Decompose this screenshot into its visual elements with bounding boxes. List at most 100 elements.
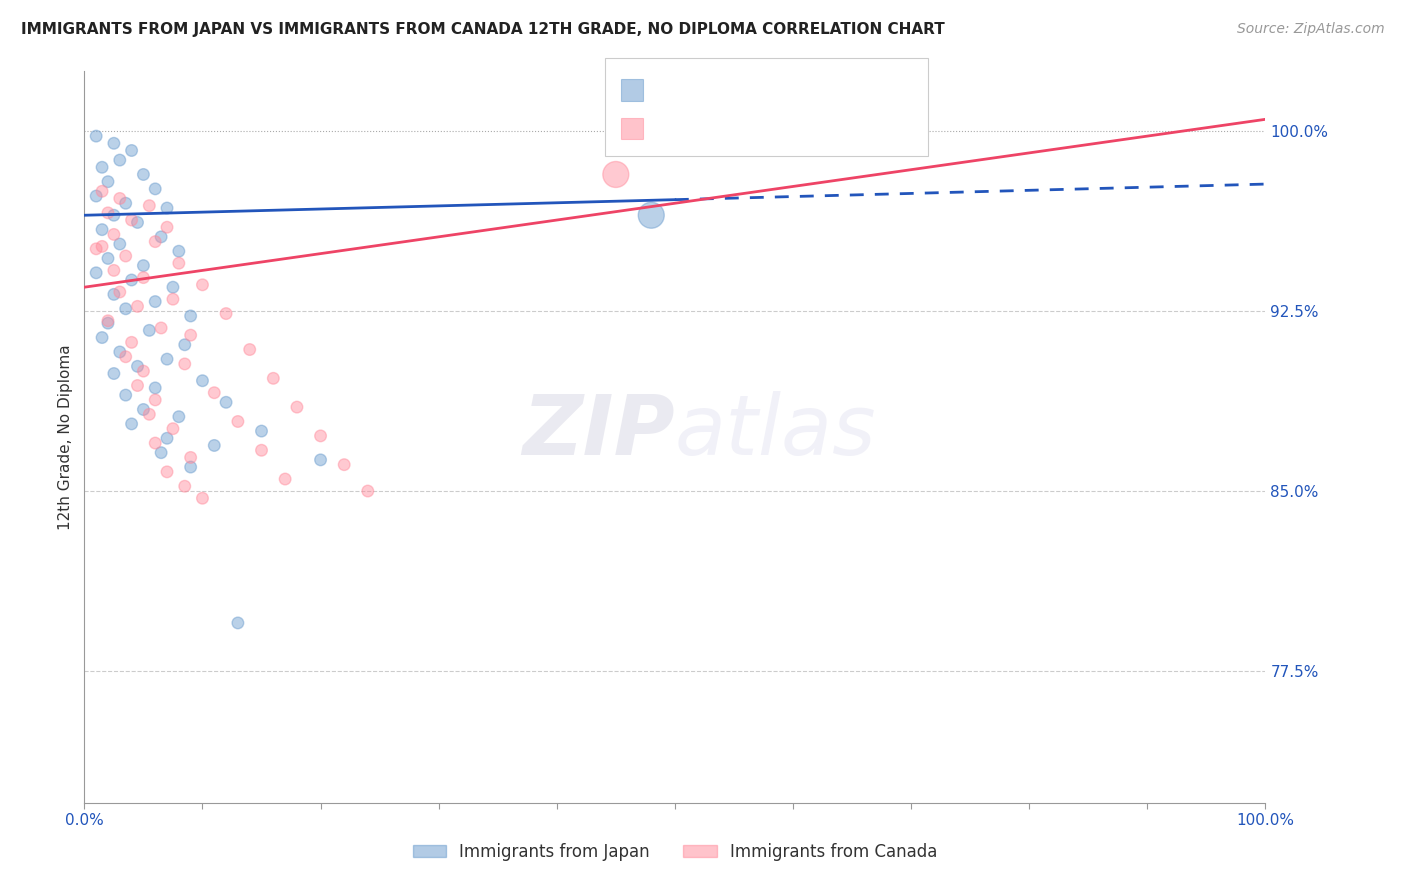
Point xyxy=(97,314,120,328)
Point xyxy=(150,445,173,459)
Point xyxy=(108,237,131,252)
Y-axis label: 12th Grade, No Diploma: 12th Grade, No Diploma xyxy=(58,344,73,530)
Point xyxy=(180,309,202,323)
Point xyxy=(138,407,160,421)
Point xyxy=(150,230,173,244)
Point xyxy=(114,388,136,402)
Point xyxy=(150,321,173,335)
Point xyxy=(180,328,202,343)
Point xyxy=(121,213,143,227)
Point xyxy=(262,371,284,385)
Point xyxy=(91,330,114,344)
Point xyxy=(91,239,114,253)
Point xyxy=(162,280,184,294)
Point xyxy=(309,453,332,467)
Point xyxy=(108,191,131,205)
Point xyxy=(357,483,380,498)
Text: 49: 49 xyxy=(814,78,838,96)
Point xyxy=(103,136,125,151)
Point xyxy=(156,431,179,445)
Point xyxy=(191,491,214,506)
Point xyxy=(202,438,225,452)
Point xyxy=(167,256,190,270)
Point xyxy=(127,299,149,313)
Point xyxy=(180,450,202,465)
Point xyxy=(215,395,238,409)
Point xyxy=(114,301,136,316)
Point xyxy=(108,153,131,167)
Point xyxy=(121,144,143,158)
Point xyxy=(191,374,214,388)
Point xyxy=(91,184,114,198)
Point xyxy=(143,235,166,249)
Point xyxy=(132,402,155,417)
Point xyxy=(250,424,273,438)
Point xyxy=(162,292,184,306)
Text: ZIP: ZIP xyxy=(522,391,675,472)
Point xyxy=(309,429,332,443)
Point xyxy=(167,409,190,424)
Point xyxy=(215,307,238,321)
Point xyxy=(108,345,131,359)
Text: atlas: atlas xyxy=(675,391,876,472)
Text: R =: R = xyxy=(654,116,685,134)
Point xyxy=(143,294,166,309)
Point xyxy=(143,381,166,395)
Point xyxy=(103,263,125,277)
Point xyxy=(173,337,195,351)
Point xyxy=(202,385,225,400)
Point xyxy=(114,350,136,364)
Point xyxy=(143,392,166,407)
Point xyxy=(127,378,149,392)
Text: Source: ZipAtlas.com: Source: ZipAtlas.com xyxy=(1237,22,1385,37)
Point xyxy=(97,175,120,189)
Point xyxy=(103,287,125,301)
Point xyxy=(97,252,120,266)
Point xyxy=(274,472,297,486)
Point xyxy=(84,242,107,256)
Point xyxy=(127,359,149,374)
Point xyxy=(91,222,114,236)
Point xyxy=(226,415,249,429)
Point xyxy=(156,352,179,367)
Point xyxy=(114,249,136,263)
Point xyxy=(84,129,107,144)
Point xyxy=(108,285,131,299)
Point xyxy=(156,201,179,215)
Point xyxy=(226,615,249,630)
Point xyxy=(132,259,155,273)
Point xyxy=(156,465,179,479)
Point xyxy=(239,343,262,357)
Point xyxy=(143,182,166,196)
Point xyxy=(143,436,166,450)
Point xyxy=(180,460,202,475)
Point xyxy=(84,266,107,280)
Point xyxy=(97,316,120,330)
Point xyxy=(97,206,120,220)
Legend: Immigrants from Japan, Immigrants from Canada: Immigrants from Japan, Immigrants from C… xyxy=(406,837,943,868)
Point xyxy=(91,161,114,175)
Point xyxy=(605,168,627,182)
Point xyxy=(84,189,107,203)
Point xyxy=(121,273,143,287)
Point xyxy=(167,244,190,259)
Point xyxy=(173,479,195,493)
Point xyxy=(173,357,195,371)
Text: 0.024: 0.024 xyxy=(707,78,759,96)
Point xyxy=(333,458,356,472)
Point xyxy=(132,168,155,182)
Point xyxy=(121,335,143,350)
Point xyxy=(132,364,155,378)
Point xyxy=(285,400,308,414)
Point xyxy=(103,227,125,242)
Point xyxy=(103,208,125,222)
Point xyxy=(103,367,125,381)
Point xyxy=(156,220,179,235)
Point xyxy=(121,417,143,431)
Point xyxy=(640,208,662,222)
Text: N =: N = xyxy=(769,78,800,96)
Point xyxy=(114,196,136,211)
Text: IMMIGRANTS FROM JAPAN VS IMMIGRANTS FROM CANADA 12TH GRADE, NO DIPLOMA CORRELATI: IMMIGRANTS FROM JAPAN VS IMMIGRANTS FROM… xyxy=(21,22,945,37)
Text: 0.162: 0.162 xyxy=(707,116,759,134)
Point xyxy=(191,277,214,292)
